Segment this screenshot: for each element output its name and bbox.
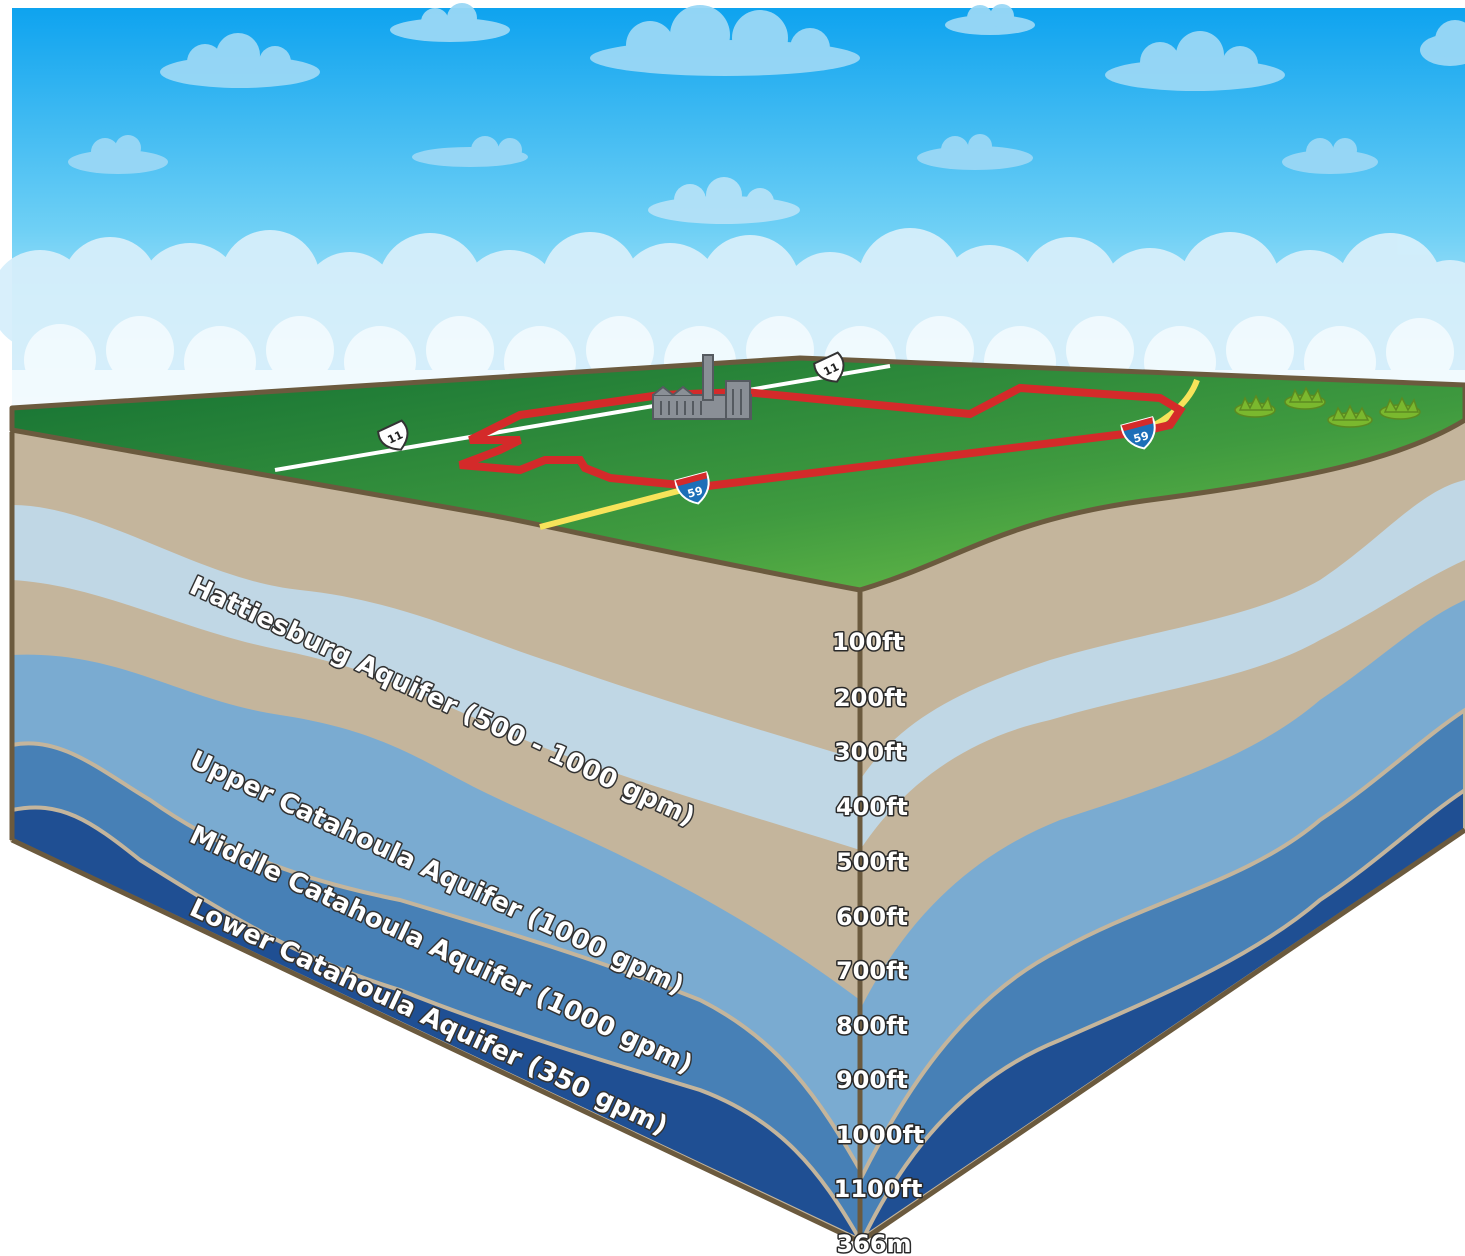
cloud xyxy=(68,135,168,174)
depth-marker: 100ft xyxy=(832,628,904,656)
cloud xyxy=(1282,138,1378,174)
right-face-strata xyxy=(858,420,1465,1246)
cloud xyxy=(160,33,320,88)
depth-marker: 500ft xyxy=(836,848,908,876)
depth-marker: 600ft xyxy=(836,903,908,931)
us-route-shield-icon: 11 xyxy=(813,351,845,383)
left-face-strata xyxy=(10,430,865,1245)
cloud xyxy=(1420,20,1465,66)
depth-marker: 1000ft xyxy=(836,1121,925,1149)
ground-surface xyxy=(9,355,1465,593)
interstate-number: 59 xyxy=(686,484,704,501)
depth-marker: 300ft xyxy=(834,738,906,766)
shrub-icon xyxy=(1284,386,1326,410)
depth-marker: 200ft xyxy=(834,684,906,712)
shrub-icon xyxy=(1327,404,1373,428)
cloud xyxy=(945,4,1035,35)
interstate-shield-icon: 59 xyxy=(674,471,710,505)
cloud xyxy=(412,136,528,167)
us-route-number: 11 xyxy=(386,428,405,446)
cloud xyxy=(648,177,800,224)
interstate-number: 59 xyxy=(1132,429,1150,446)
depth-marker: 1100ft xyxy=(834,1175,923,1203)
shrub-icon xyxy=(1379,396,1421,420)
cloud xyxy=(1105,31,1285,91)
depth-marker: 400ft xyxy=(836,793,908,821)
depth-marker: 900ft xyxy=(836,1066,908,1094)
depth-marker: 366m xyxy=(836,1230,911,1256)
depth-scale: 100ft 200ft 300ft 400ft 500ft 600ft 700f… xyxy=(830,627,925,1256)
right-lower-catahoula xyxy=(858,787,1465,1246)
shrub-icon xyxy=(1234,394,1276,418)
study-area-boundary xyxy=(458,383,1186,491)
interstate-shield-icon: 59 xyxy=(1120,416,1156,450)
block-edges xyxy=(9,432,1465,1245)
cloud xyxy=(917,134,1033,170)
factory-icon xyxy=(652,354,752,420)
cloud xyxy=(390,3,510,42)
shrubs xyxy=(1234,386,1421,428)
depth-marker: 800ft xyxy=(836,1012,908,1040)
us-route-11-road xyxy=(274,364,891,472)
us-route-number: 11 xyxy=(822,360,841,378)
cloud xyxy=(590,5,860,76)
us-route-shield-icon: 11 xyxy=(377,419,409,451)
depth-marker: 700ft xyxy=(836,957,908,985)
left-lower-catahoula xyxy=(10,805,865,1245)
